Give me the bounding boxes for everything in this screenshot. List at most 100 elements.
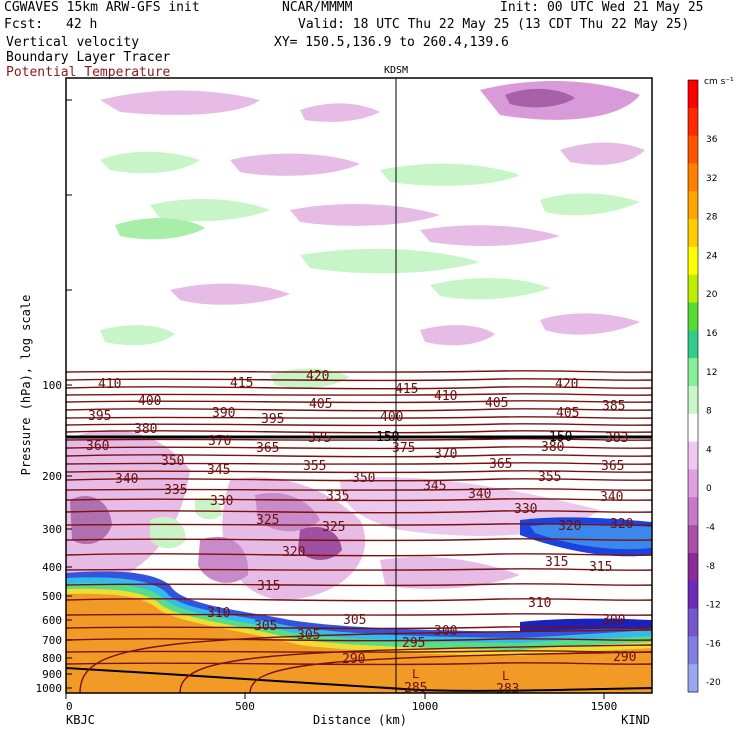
theta-contour-line: [66, 400, 652, 404]
colorbar-swatch: [688, 608, 698, 637]
theta-label: 290: [613, 650, 636, 665]
theta-label: 320: [610, 517, 633, 532]
theta-label: 400: [380, 410, 403, 425]
colorbar-tick-label: 16: [706, 329, 718, 339]
endpoint-left-label: KBJC: [66, 713, 95, 727]
colorbar-tick-label: 12: [706, 368, 717, 378]
y-tick-label: 600: [42, 614, 62, 627]
theta-label: 395: [88, 409, 111, 424]
y-axis-label: Pressure (hPa), log scale: [19, 295, 33, 476]
vertical-velocity-field: [66, 80, 645, 600]
theta-label: 150: [376, 430, 399, 445]
colorbar-swatch: [688, 664, 698, 693]
theta-contour-line: [66, 430, 652, 434]
theta-label: 325: [256, 513, 279, 528]
theta-label: 295: [402, 636, 425, 651]
theta-contour-line: [66, 408, 652, 412]
colorbar-swatch: [688, 497, 698, 526]
theta-contour-line: [66, 478, 652, 482]
colorbar-swatch: [688, 441, 698, 470]
theta-contour-line: [66, 638, 652, 642]
y-tick-label: 500: [42, 590, 62, 603]
theta-label: 320: [558, 519, 581, 534]
y-tick-label: 700: [42, 634, 62, 647]
theta-label: 300: [602, 613, 625, 628]
theta-label: 365: [489, 457, 512, 472]
theta-contour-line: [66, 446, 652, 450]
theta-label: 355: [538, 470, 561, 485]
colorbar-swatch: [688, 580, 698, 610]
theta-label: 340: [600, 490, 623, 505]
theta-contour-line: [66, 470, 652, 474]
colorbar-frame: [687, 79, 699, 693]
colorbar-swatch: [688, 246, 698, 276]
y-tick-label: 200: [42, 470, 62, 483]
theta-label: 315: [257, 579, 280, 594]
theta-contour-line: [66, 626, 652, 630]
theta-contours: [66, 370, 652, 693]
y-tick-label: 1000: [36, 682, 63, 695]
theta-contour-line: [79, 629, 652, 693]
colorbar-tick-label: -16: [706, 639, 721, 649]
terrain-line: [65, 667, 653, 692]
colorbar-swatch: [688, 274, 698, 304]
colorbar-swatch: [688, 135, 698, 164]
l-marker: L: [502, 669, 509, 683]
theta-contour-line: [66, 650, 652, 653]
theta-label: 315: [545, 555, 568, 570]
colorbar-swatch: [688, 552, 698, 582]
field-boundary-layer-tracer: Boundary Layer Tracer: [6, 50, 171, 65]
theta-contour-line: [66, 598, 652, 602]
x-tick-label: 0: [66, 700, 73, 713]
theta-label: 340: [468, 487, 491, 502]
colorbar-swatch: [688, 330, 698, 359]
colorbar-tick-label: -4: [706, 523, 715, 533]
theta-contour-line: [66, 454, 652, 458]
theta-contour-line: [66, 386, 652, 390]
theta-label: 405: [556, 406, 579, 421]
theta-contour-line: [66, 462, 652, 465]
theta-label: 385: [602, 399, 625, 414]
theta-contour-line: [66, 583, 652, 587]
theta-label: 375: [392, 441, 415, 456]
theta-label: 330: [210, 494, 233, 509]
theta-contour-line: [66, 568, 652, 571]
theta-label: 335: [164, 483, 187, 498]
theta-label: 305: [297, 628, 320, 643]
theta-contour-line: [66, 538, 652, 542]
colorbar-tick-label: 4: [706, 445, 712, 455]
theta-label: 415: [395, 382, 418, 397]
xy-line: XY= 150.5,136.9 to 260.4,139.6: [274, 35, 509, 50]
colorbar-swatch: [688, 469, 698, 498]
colorbar-swatch: [688, 413, 698, 443]
x-tick-label: 1500: [591, 700, 618, 713]
theta-labels: 410 415 420 415 420 400 405 410 405 385 395 390 395 4…: [86, 369, 636, 697]
theta-contour-line: [66, 423, 652, 427]
colorbar-swatch: [688, 107, 698, 137]
theta-contour-line: [249, 651, 652, 693]
y-tick-label: 900: [42, 668, 62, 681]
colorbar-tick-label: -8: [706, 562, 715, 572]
fcst-label: Fcst:: [4, 17, 44, 32]
theta-label: 400: [138, 394, 161, 409]
theta-label: 383: [605, 431, 628, 446]
colorbar-tick-label: 20: [706, 290, 718, 300]
colorbar-tick-label: 36: [706, 135, 718, 145]
theta-label: 405: [485, 396, 508, 411]
theta-contour-line: [66, 613, 652, 616]
theta-label: 410: [434, 389, 457, 404]
x-axis-label: Distance (km): [313, 713, 407, 727]
theta-label: 335: [326, 489, 349, 504]
theta-label: 283: [496, 682, 519, 697]
theta-contour-line: [66, 553, 652, 557]
theta-label: 380: [134, 422, 157, 437]
colorbar-swatch: [688, 525, 698, 554]
theta-label: 315: [589, 560, 612, 575]
theta-label: 340: [115, 472, 138, 487]
colorbar-tick-label: 0: [706, 484, 712, 494]
colorbar-swatch: [688, 163, 698, 192]
colorbar-tick-label: 8: [706, 407, 712, 417]
colorbar-unit: cm s⁻¹: [704, 77, 734, 87]
